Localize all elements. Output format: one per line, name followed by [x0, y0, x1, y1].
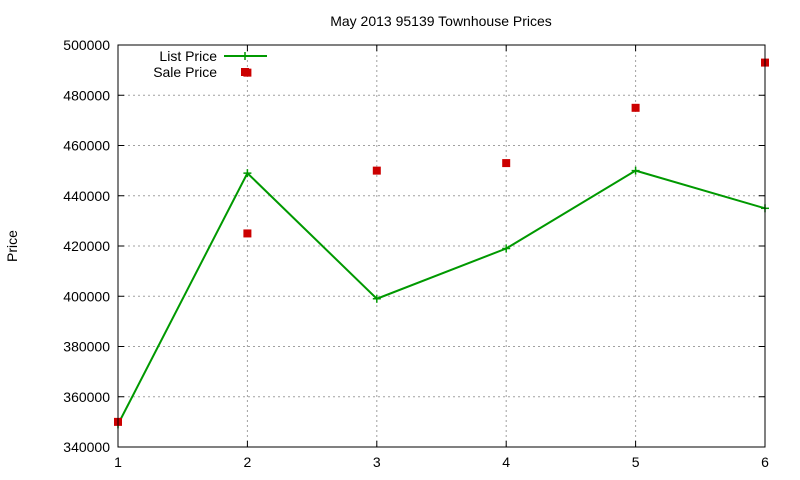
series-line: [117, 169, 766, 425]
y-tick-label: 460000: [63, 138, 110, 154]
x-tick-label: 5: [632, 454, 640, 470]
data-point: [631, 103, 640, 112]
legend-marker: [241, 68, 249, 76]
y-tick-label: 360000: [63, 389, 110, 405]
data-point: [372, 294, 381, 303]
grid-lines: [118, 45, 765, 447]
data-point: [502, 159, 511, 168]
data-point: [631, 166, 640, 175]
chart-title: May 2013 95139 Townhouse Prices: [330, 13, 552, 29]
legend-label: List Price: [159, 48, 217, 64]
legend-marker: [241, 52, 249, 60]
y-tick-label: 480000: [63, 87, 110, 103]
x-tick-label: 3: [373, 454, 381, 470]
x-tick-label: 4: [502, 454, 510, 470]
data-point: [243, 169, 252, 178]
y-tick-label: 380000: [63, 339, 110, 355]
y-axis-label: Price: [4, 230, 20, 262]
data-point: [372, 166, 381, 175]
x-tick-label: 1: [114, 454, 122, 470]
data-point: [243, 229, 252, 238]
legend-label: Sale Price: [153, 64, 217, 80]
y-tick-label: 420000: [63, 238, 110, 254]
legend-item: List Price: [159, 48, 267, 64]
series-layer: [114, 58, 769, 429]
axis-ticks: 340000 360000 380000 400000 420000 440000 4600…: [63, 37, 769, 470]
y-tick-label: 400000: [63, 288, 110, 304]
y-tick-label: 340000: [63, 439, 110, 455]
x-tick-label: 2: [244, 454, 252, 470]
x-tick-label: 6: [761, 454, 769, 470]
y-tick-label: 440000: [63, 188, 110, 204]
y-tick-label: 500000: [63, 37, 110, 53]
legend-item: Sale Price: [153, 64, 249, 80]
series-list-price: [114, 166, 769, 429]
plot-frame: [117, 44, 766, 448]
data-point: [502, 244, 511, 253]
